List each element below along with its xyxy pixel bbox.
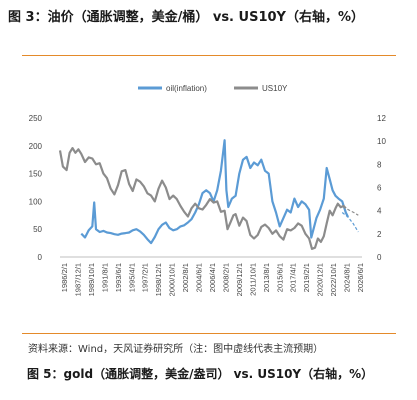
series-line-expectation xyxy=(343,205,359,216)
x-tick-label: 2024/8/1 xyxy=(343,263,352,292)
y-left-tick-label: 200 xyxy=(29,142,43,151)
series-line-expectation xyxy=(341,212,359,233)
x-tick-label: 1993/6/1 xyxy=(114,263,123,292)
next-figure-title: 图 5：gold（通胀调整，美金/盎司） vs. US10Y（右轴，%） xyxy=(27,367,374,381)
x-tick-label: 2008/2/1 xyxy=(221,263,230,292)
y-right-tick-label: 8 xyxy=(377,160,382,169)
x-tick-label: 2019/2/1 xyxy=(302,263,311,292)
x-tick-label: 2000/10/1 xyxy=(168,263,177,296)
y-right-tick-label: 10 xyxy=(377,137,386,146)
x-tick-label: 1987/12/1 xyxy=(73,263,82,296)
x-tick-label: 2013/8/1 xyxy=(262,263,271,292)
y-left-tick-label: 100 xyxy=(29,197,43,206)
x-tick-label: 2011/10/1 xyxy=(248,263,257,296)
chart-legend: oil(inflation) US10Y xyxy=(138,84,288,93)
y-right-tick-label: 0 xyxy=(377,253,382,262)
x-tick-label: 2002/8/1 xyxy=(181,263,190,292)
oil-vs-us10y-chart: oil(inflation) US10Y 0 50 100 150 200 250 0 2 4… xyxy=(29,84,387,296)
x-tick-label: 2020/12/1 xyxy=(316,263,325,296)
y-right-tick-label: 12 xyxy=(377,114,386,123)
x-axis-ticks: 1986/2/1 1987/12/1 1989/10/1 1991/8/1 1993/6… xyxy=(60,263,365,296)
legend-label-us10y: US10Y xyxy=(262,84,288,93)
y-right-tick-label: 6 xyxy=(377,184,382,193)
x-tick-label: 2022/10/1 xyxy=(329,263,338,296)
x-tick-label: 2017/4/1 xyxy=(289,263,298,292)
x-tick-label: 2004/6/1 xyxy=(195,263,204,292)
series-line-us10y xyxy=(58,146,347,250)
x-tick-label: 2009/12/1 xyxy=(235,263,244,296)
left-axis-ticks: 0 50 100 150 200 250 xyxy=(29,114,43,262)
y-left-tick-label: 150 xyxy=(29,170,43,179)
source-note: 资料来源：Wind，天风证券研究所（注：图中虚线代表主流预期） xyxy=(28,344,324,355)
y-right-tick-label: 2 xyxy=(377,230,382,239)
x-tick-label: 1986/2/1 xyxy=(60,263,69,292)
title-divider xyxy=(22,55,396,56)
x-tick-label: 2015/6/1 xyxy=(275,263,284,292)
x-tick-label: 1995/4/1 xyxy=(127,263,136,292)
x-tick-label: 1991/8/1 xyxy=(100,263,109,292)
y-left-tick-label: 0 xyxy=(38,253,43,262)
y-left-tick-label: 50 xyxy=(33,225,42,234)
series-lines xyxy=(58,139,359,250)
y-right-tick-label: 4 xyxy=(377,207,382,216)
source-divider xyxy=(22,333,396,334)
legend-label-oil: oil(inflation) xyxy=(166,84,207,93)
x-tick-label: 2006/4/1 xyxy=(208,263,217,292)
x-tick-label: 2026/6/1 xyxy=(356,263,365,292)
series-line-oil xyxy=(80,139,349,245)
right-axis-ticks: 0 2 4 6 8 10 12 xyxy=(377,114,386,262)
x-tick-label: 1997/2/1 xyxy=(141,263,150,292)
figure-title: 图 3：油价（通胀调整，美金/桶） vs. US10Y（右轴，%） xyxy=(8,10,364,25)
y-left-tick-label: 250 xyxy=(29,114,43,123)
x-tick-label: 1989/10/1 xyxy=(87,263,96,296)
x-tick-label: 1998/12/1 xyxy=(154,263,163,296)
